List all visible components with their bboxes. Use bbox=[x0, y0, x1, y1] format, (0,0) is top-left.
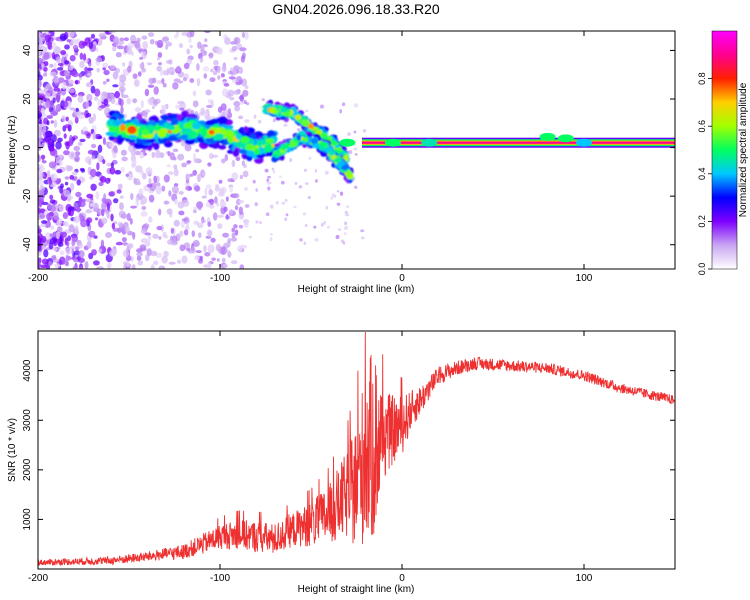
colorbar-tick-label: 0.0 bbox=[697, 263, 707, 276]
snr-frame bbox=[37, 330, 676, 570]
x-tick-label: -100 bbox=[210, 573, 230, 584]
x-tick-label: 0 bbox=[399, 273, 405, 284]
x-tick-label: 100 bbox=[576, 273, 593, 284]
x-tick-label: -200 bbox=[28, 573, 48, 584]
y-tick-label: 20 bbox=[22, 93, 33, 105]
snr-plot-area bbox=[38, 331, 675, 569]
snr-y-axis-label: SNR (10 * v/v) bbox=[7, 418, 18, 482]
colorbar-tick-label: 0.8 bbox=[697, 72, 707, 85]
spectrogram-heatmap bbox=[38, 31, 675, 269]
y-tick-label: -20 bbox=[22, 188, 33, 203]
heatmap-steady-line bbox=[339, 132, 675, 148]
colorbar: 0.0 0.2 0.4 0.6 0.8 Normalized spectral ampl… bbox=[697, 30, 749, 275]
colorbar-label: Normalized spectral amplitude bbox=[738, 82, 749, 217]
y-tick-label: 40 bbox=[22, 44, 33, 56]
colorbar-frame bbox=[711, 30, 738, 270]
heatmap-main-band bbox=[105, 110, 280, 164]
colorbar-tick-label: 0.2 bbox=[697, 215, 707, 228]
x-tick-label: -100 bbox=[210, 273, 230, 284]
spectrogram-x-axis-label: Height of straight line (km) bbox=[298, 284, 415, 295]
colorbar-gradient bbox=[712, 31, 737, 269]
colorbar-tick-label: 0.6 bbox=[697, 120, 707, 133]
y-tick-label: -40 bbox=[22, 237, 33, 252]
y-tick-label: 1000 bbox=[22, 508, 33, 531]
y-tick-label: 2000 bbox=[22, 458, 33, 481]
spectrogram-y-axis-label: Frequency (Hz) bbox=[7, 116, 18, 185]
chart-title: GN04.2026.096.18.33.R20 bbox=[272, 1, 440, 17]
snr-ticks: -200 -100 0 100 1000 2000 3000 4000 bbox=[22, 331, 675, 584]
spectrogram-frame bbox=[37, 30, 676, 270]
x-tick-label: -200 bbox=[28, 273, 48, 284]
snr-x-axis-label: Height of straight line (km) bbox=[298, 584, 415, 595]
y-tick-label: 0 bbox=[22, 144, 33, 150]
x-tick-label: 100 bbox=[576, 573, 593, 584]
colorbar-tick-label: 0.4 bbox=[697, 168, 707, 181]
snr-series bbox=[38, 331, 675, 567]
snr-panel: -200 -100 0 100 1000 2000 3000 4000 Height of s… bbox=[7, 330, 676, 595]
heatmap-upper-streak bbox=[262, 99, 350, 164]
x-tick-label: 0 bbox=[399, 573, 405, 584]
snr-line bbox=[38, 331, 675, 567]
y-tick-label: 3000 bbox=[22, 409, 33, 432]
colorbar-ticks: 0.0 0.2 0.4 0.6 0.8 bbox=[697, 72, 712, 275]
y-tick-label: 4000 bbox=[22, 359, 33, 382]
heatmap-background-speckle bbox=[38, 31, 367, 269]
heatmap-lower-streak bbox=[271, 130, 355, 184]
